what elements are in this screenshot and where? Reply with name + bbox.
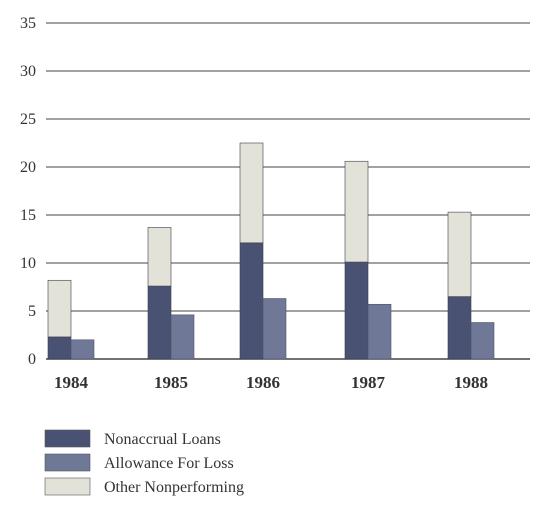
bar-other-nonperforming-1988 bbox=[447, 211, 472, 297]
bars bbox=[47, 142, 495, 360]
y-tick-label: 15 bbox=[20, 207, 36, 224]
y-tick-label: 5 bbox=[28, 303, 36, 320]
bar-nonaccrual-loans-1986 bbox=[239, 242, 264, 360]
y-axis-ticks: 0 5 10 15 20 25 30 35 bbox=[20, 15, 36, 368]
bar-nonaccrual-loans-1987 bbox=[344, 261, 369, 360]
legend-swatch bbox=[44, 477, 91, 496]
bar-allowance-for-loss-1984 bbox=[70, 339, 95, 360]
legend-label: Other Nonperforming bbox=[104, 479, 244, 496]
bar-other-nonperforming-1984 bbox=[47, 279, 72, 338]
x-tick-label: 1985 bbox=[154, 373, 188, 392]
legend-label: Allowance For Loss bbox=[104, 455, 234, 472]
x-axis-ticks: 1984 1985 1986 1987 1988 bbox=[54, 373, 488, 392]
y-tick-label: 25 bbox=[20, 111, 36, 128]
x-tick-label: 1987 bbox=[351, 373, 386, 392]
bar-other-nonperforming-1987 bbox=[344, 160, 369, 263]
y-tick-label: 0 bbox=[28, 351, 36, 368]
bar-nonaccrual-loans-1988 bbox=[447, 296, 472, 360]
y-tick-label: 20 bbox=[20, 159, 36, 176]
legend-swatch bbox=[44, 453, 91, 472]
bar-nonaccrual-loans-1985 bbox=[147, 285, 172, 360]
x-tick-label: 1984 bbox=[54, 373, 89, 392]
bar-allowance-for-loss-1986 bbox=[262, 298, 287, 360]
bar-other-nonperforming-1985 bbox=[147, 227, 172, 287]
bar-other-nonperforming-1986 bbox=[239, 142, 264, 244]
bar-allowance-for-loss-1985 bbox=[170, 314, 195, 360]
bar-nonaccrual-loans-1984 bbox=[47, 336, 72, 360]
y-tick-label: 10 bbox=[20, 255, 36, 272]
y-tick-label: 30 bbox=[20, 63, 36, 80]
x-tick-label: 1986 bbox=[246, 373, 280, 392]
bar-allowance-for-loss-1987 bbox=[367, 303, 392, 360]
bar-allowance-for-loss-1988 bbox=[470, 322, 495, 360]
x-tick-label: 1988 bbox=[454, 373, 488, 392]
legend: Nonaccrual Loans Allowance For Loss Other … bbox=[44, 429, 244, 496]
y-tick-label: 35 bbox=[20, 15, 36, 32]
legend-swatch bbox=[44, 429, 91, 448]
legend-label: Nonaccrual Loans bbox=[104, 431, 221, 448]
